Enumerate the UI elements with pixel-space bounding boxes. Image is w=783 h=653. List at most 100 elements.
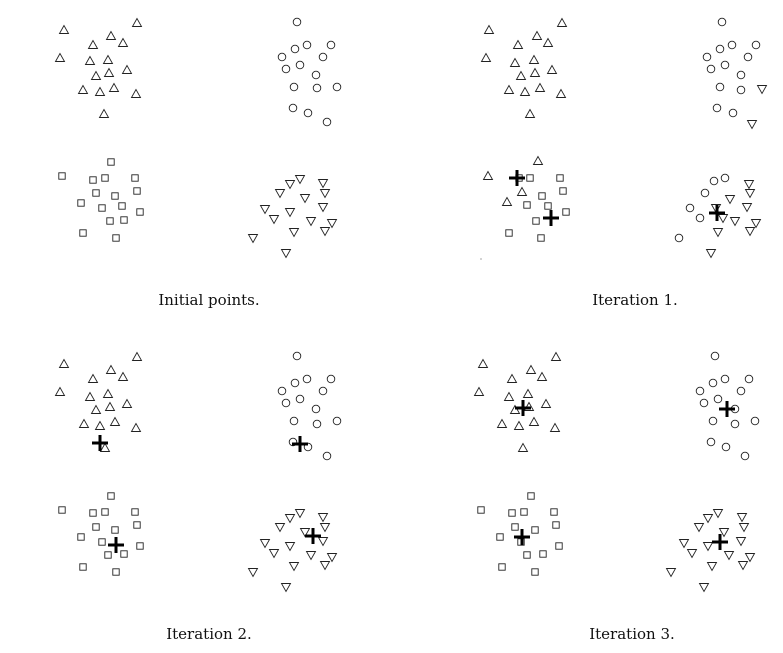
circle-point: [332, 416, 342, 426]
inverted-triangle-point: [678, 539, 690, 549]
triangle-point: [482, 170, 494, 180]
inverted-triangle-point: [305, 551, 317, 561]
triangle-point: [525, 364, 537, 374]
square-point: [89, 176, 97, 184]
square-point: [112, 234, 120, 242]
triangle-point: [550, 351, 562, 361]
square-point: [531, 568, 539, 576]
triangle-point: [536, 371, 548, 381]
square-point: [559, 187, 567, 195]
inverted-triangle-point: [280, 249, 292, 259]
inverted-triangle-point: [706, 562, 718, 572]
inverted-triangle-point: [686, 549, 698, 559]
inverted-triangle-point: [712, 228, 724, 238]
square-point: [496, 533, 504, 541]
triangle-point: [516, 186, 528, 196]
inverted-triangle-point: [723, 551, 735, 561]
caption-initial-points: Initial points.: [158, 291, 260, 309]
circle-point: [685, 203, 695, 213]
circle-point: [728, 108, 738, 118]
square-point: [539, 550, 547, 558]
inverted-triangle-point: [317, 537, 329, 547]
circle-point: [710, 351, 720, 361]
triangle-point: [480, 52, 492, 62]
inverted-triangle-point: [280, 583, 292, 593]
triangle-point: [130, 88, 142, 98]
circle-point: [699, 398, 709, 408]
circle-point: [751, 40, 761, 50]
inverted-triangle-point: [746, 120, 758, 130]
triangle-point: [528, 54, 540, 64]
square-point: [77, 533, 85, 541]
panel-initial-points: [54, 17, 342, 259]
circle-point: [740, 451, 750, 461]
inverted-triangle-point: [284, 542, 296, 552]
inverted-triangle-point: [259, 539, 271, 549]
triangle-point: [546, 64, 558, 74]
triangle-point: [131, 351, 143, 361]
inverted-triangle-point: [268, 549, 280, 559]
inverted-triangle-point: [736, 513, 748, 523]
triangle-point: [512, 39, 524, 49]
panel-iteration-1: [480, 17, 768, 259]
square-point: [552, 521, 560, 529]
inverted-triangle-point: [326, 219, 338, 229]
square-point: [520, 508, 528, 516]
square-point: [111, 526, 119, 534]
square-point: [562, 208, 570, 216]
square-point: [112, 568, 120, 576]
square-point: [131, 508, 139, 516]
triangle-point: [555, 88, 567, 98]
circle-point: [708, 416, 718, 426]
circle-point: [290, 44, 300, 54]
inverted-triangle-point: [693, 523, 705, 533]
square-point: [101, 508, 109, 516]
inverted-triangle-point: [274, 189, 286, 199]
inverted-triangle-point: [288, 562, 300, 572]
circle-point: [290, 378, 300, 388]
triangle-point: [501, 196, 513, 206]
centroid-cross-marker: [509, 170, 525, 186]
inverted-triangle-point: [317, 179, 329, 189]
triangle-point: [483, 24, 495, 34]
triangle-point: [130, 422, 142, 432]
circle-point: [277, 386, 287, 396]
circle-point: [326, 40, 336, 50]
square-point: [120, 216, 128, 224]
square-point: [77, 199, 85, 207]
circle-point: [311, 404, 321, 414]
circle-point: [706, 437, 716, 447]
circle-point: [700, 188, 710, 198]
inverted-triangle-point: [737, 561, 749, 571]
circle-point: [712, 103, 722, 113]
caption-iteration-1: Iteration 1.: [592, 291, 678, 309]
triangle-point: [477, 358, 489, 368]
triangle-point: [84, 391, 96, 401]
triangle-point: [104, 401, 116, 411]
inverted-triangle-point: [319, 227, 331, 237]
panel-iteration-2: [54, 351, 342, 593]
circle-point: [744, 374, 754, 384]
square-point: [111, 192, 119, 200]
inverted-triangle-point: [284, 514, 296, 524]
circle-point: [736, 70, 746, 80]
centroid-cross-marker: [92, 435, 108, 451]
triangle-point: [105, 364, 117, 374]
square-point: [118, 202, 126, 210]
centroid-cross-marker: [108, 537, 124, 553]
inverted-triangle-point: [305, 217, 317, 227]
square-point: [79, 563, 87, 571]
triangle-point: [58, 24, 70, 34]
square-point: [106, 217, 114, 225]
centroid-cross-marker: [515, 400, 531, 416]
triangle-point: [102, 388, 114, 398]
inverted-triangle-point: [744, 553, 756, 563]
triangle-point: [503, 391, 515, 401]
triangle-point: [90, 70, 102, 80]
square-point: [136, 208, 144, 216]
triangle-point: [534, 82, 546, 92]
square-point: [101, 174, 109, 182]
inverted-triangle-point: [744, 227, 756, 237]
triangle-point: [515, 70, 527, 80]
caption-iteration-2: Iteration 2.: [166, 625, 252, 643]
